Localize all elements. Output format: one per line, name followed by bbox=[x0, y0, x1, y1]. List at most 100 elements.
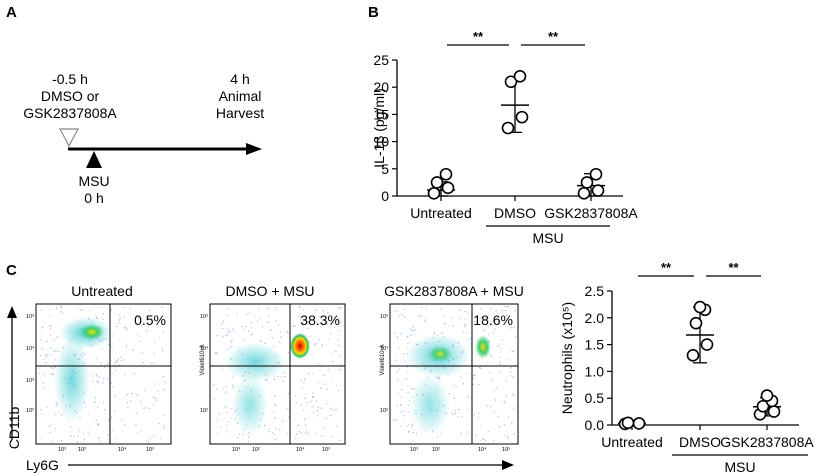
flow-event-dot bbox=[250, 390, 252, 392]
flow-event-dot bbox=[426, 366, 428, 368]
flow-event-dot bbox=[153, 434, 155, 437]
flow-event-dot bbox=[405, 378, 407, 380]
flow-event-dot bbox=[230, 358, 232, 360]
flow-event-dot bbox=[474, 320, 476, 322]
flow-event-dot bbox=[430, 370, 432, 372]
flow-event-dot bbox=[466, 433, 468, 436]
flow-event-dot bbox=[114, 437, 117, 439]
flow-event-dot bbox=[452, 358, 455, 360]
flow-event-dot bbox=[83, 401, 85, 403]
flow-event-dot bbox=[127, 406, 129, 408]
flow-event-dot bbox=[39, 372, 41, 374]
flow-event-dot bbox=[306, 429, 308, 431]
flow-event-dot bbox=[437, 377, 439, 379]
flow-event-dot bbox=[425, 308, 427, 310]
flow-event-dot bbox=[412, 440, 414, 442]
flow-event-dot bbox=[272, 432, 274, 434]
flow-event-dot bbox=[468, 407, 470, 409]
flow-event-dot bbox=[267, 307, 269, 309]
flow-event-dot bbox=[273, 411, 275, 413]
flow-event-dot bbox=[104, 409, 106, 411]
flow-event-dot bbox=[428, 351, 431, 353]
flow-event-dot bbox=[488, 314, 490, 316]
flow-event-dot bbox=[49, 425, 51, 427]
flow-event-dot bbox=[463, 323, 465, 325]
flow-event-dot bbox=[120, 359, 122, 362]
flow-event-dot bbox=[125, 327, 127, 329]
flow-event-dot bbox=[407, 336, 409, 338]
flow-event-dot bbox=[222, 328, 224, 330]
flow-event-dot bbox=[249, 312, 251, 314]
flow-event-dot bbox=[120, 356, 122, 358]
flow-event-dot bbox=[230, 417, 232, 419]
flow-event-dot bbox=[248, 432, 250, 434]
flow-event-dot bbox=[435, 346, 437, 349]
flow-event-dot bbox=[56, 404, 58, 406]
flow-event-dot bbox=[397, 310, 399, 312]
flow-event-dot bbox=[148, 408, 150, 410]
flow-event-dot bbox=[513, 326, 515, 329]
flow-event-dot bbox=[490, 355, 492, 357]
flow-event-dot bbox=[225, 334, 227, 337]
flow-event-dot bbox=[277, 376, 279, 378]
flow-event-dot bbox=[117, 358, 119, 360]
flow-event-dot bbox=[447, 374, 449, 376]
flow-event-dot bbox=[253, 314, 255, 316]
flow-event-dot bbox=[55, 413, 57, 416]
flow-event-dot bbox=[278, 362, 280, 364]
flow-event-dot bbox=[53, 350, 55, 352]
flow-event-dot bbox=[461, 352, 463, 354]
flow-event-dot bbox=[315, 400, 317, 402]
flow-event-dot bbox=[499, 426, 501, 428]
flow-event-dot bbox=[264, 424, 266, 427]
flow-event-dot bbox=[81, 309, 83, 311]
flow-event-dot bbox=[132, 349, 134, 351]
flow-event-dot bbox=[441, 332, 443, 334]
flow-event-dot bbox=[277, 324, 279, 326]
pre-treatment-line1: DMSO or bbox=[41, 88, 100, 104]
flow-event-dot bbox=[287, 332, 289, 334]
flow-event-dot bbox=[329, 414, 332, 417]
flow-event-dot bbox=[58, 411, 60, 413]
flow-event-dot bbox=[101, 348, 103, 350]
flow-event-dot bbox=[118, 319, 121, 321]
flow-event-dot bbox=[330, 408, 332, 410]
flow-event-dot bbox=[398, 314, 400, 317]
stimulus-time-label: 0 h bbox=[84, 190, 103, 206]
flow-event-dot bbox=[237, 437, 239, 439]
flow-event-dot bbox=[116, 360, 118, 362]
flow-event-dot bbox=[489, 308, 491, 310]
flow-event-dot bbox=[500, 347, 502, 350]
flow-event-dot bbox=[111, 416, 113, 418]
flow-event-dot bbox=[317, 406, 319, 408]
flow-event-dot bbox=[216, 388, 218, 390]
flow-ytick-5: 10⁵ bbox=[200, 313, 208, 320]
flow-event-dot bbox=[463, 326, 466, 328]
flow-event-dot bbox=[73, 410, 76, 412]
flow-event-dot bbox=[228, 420, 230, 423]
flow-event-dot bbox=[513, 407, 515, 409]
flow-event-dot bbox=[438, 400, 440, 402]
flow-event-dot bbox=[506, 314, 508, 316]
flow-event-dot bbox=[224, 407, 226, 409]
flow-event-dot bbox=[235, 410, 237, 412]
flow-event-dot bbox=[407, 385, 409, 387]
flow-event-dot bbox=[246, 423, 248, 425]
flow-event-dot bbox=[124, 424, 126, 426]
flow-event-dot bbox=[401, 388, 403, 391]
flow-event-dot bbox=[331, 436, 333, 438]
flow-event-dot bbox=[504, 309, 507, 312]
flow-event-dot bbox=[233, 387, 235, 389]
flow-event-dot bbox=[58, 350, 60, 352]
panel-b-ytick-label: 0 bbox=[381, 188, 389, 204]
flow-event-dot bbox=[312, 392, 314, 394]
flow-event-dot bbox=[504, 306, 506, 308]
flow-event-dot bbox=[494, 399, 496, 401]
flow-event-dot bbox=[79, 348, 81, 350]
flow-event-dot bbox=[332, 360, 334, 363]
panel-b-letter: B bbox=[368, 4, 379, 21]
flow-event-dot bbox=[74, 385, 76, 387]
panel-c-flow: C Untreated DMSO + MSU GSK2837808A + MSU bbox=[6, 262, 524, 473]
flow-event-dot bbox=[320, 407, 322, 409]
flow-event-dot bbox=[485, 439, 487, 442]
